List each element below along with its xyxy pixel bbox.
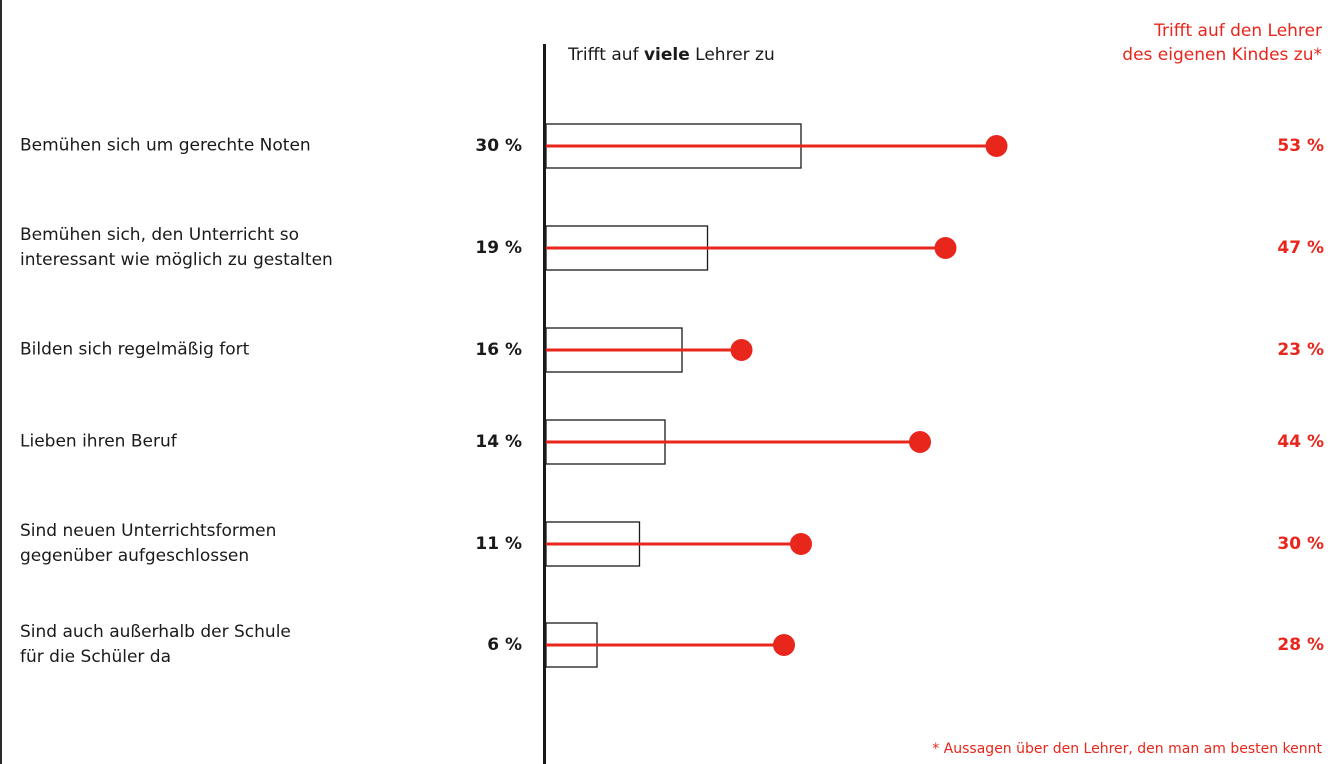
- series-header-many: Trifft auf viele Lehrer zu: [568, 45, 775, 65]
- header-many-suffix: Lehrer zu: [689, 45, 775, 65]
- value-label-many-2: 19 %: [475, 238, 522, 258]
- value-label-own-1: 53 %: [1277, 136, 1324, 156]
- category-label-1: Bemühen sich um gerechte Noten: [20, 135, 311, 156]
- category-label-2: Bemühen sich, den Unterricht so interess…: [20, 225, 333, 270]
- category-label-3: Bilden sich regelmäßig fort: [20, 339, 250, 360]
- series-header-own: Trifft auf den Lehrer des eigenen Kindes…: [1122, 19, 1322, 67]
- lollipop-dot-own-3: [730, 339, 753, 361]
- lollipop-dot-own-5: [790, 533, 812, 555]
- footnote: * Aussagen über den Lehrer, den man am b…: [932, 741, 1322, 757]
- lollipop-dot-own-1: [985, 135, 1008, 157]
- value-label-many-3: 16 %: [475, 340, 522, 360]
- value-label-many-6: 6 %: [487, 635, 522, 655]
- value-label-many-1: 30 %: [475, 136, 522, 156]
- value-label-own-3: 23 %: [1277, 340, 1324, 360]
- header-own-line1: Trifft auf den Lehrer: [1154, 21, 1322, 41]
- value-label-own-4: 44 %: [1277, 432, 1324, 452]
- value-label-many-5: 11 %: [475, 534, 522, 554]
- value-label-own-5: 30 %: [1277, 534, 1324, 554]
- category-label-4: Lieben ihren Beruf: [20, 431, 177, 452]
- category-label-6: Sind auch außerhalb der Schule für die S…: [20, 622, 291, 667]
- lollipop-dot-own-4: [909, 431, 931, 453]
- category-label-5: Sind neuen Unterrichtsformen gegenüber a…: [20, 521, 277, 566]
- value-label-own-6: 28 %: [1277, 635, 1324, 655]
- header-many-bold: viele: [643, 45, 690, 65]
- value-label-own-2: 47 %: [1277, 238, 1324, 258]
- header-own-line2: des eigenen Kindes zu*: [1122, 45, 1322, 65]
- value-label-many-4: 14 %: [475, 432, 522, 452]
- lollipop-dot-own-6: [773, 634, 795, 656]
- lollipop-dot-own-2: [934, 237, 957, 259]
- value-axis-baseline: [543, 44, 546, 764]
- header-many-prefix: Trifft auf: [568, 45, 644, 65]
- left-frame-line: [0, 0, 2, 764]
